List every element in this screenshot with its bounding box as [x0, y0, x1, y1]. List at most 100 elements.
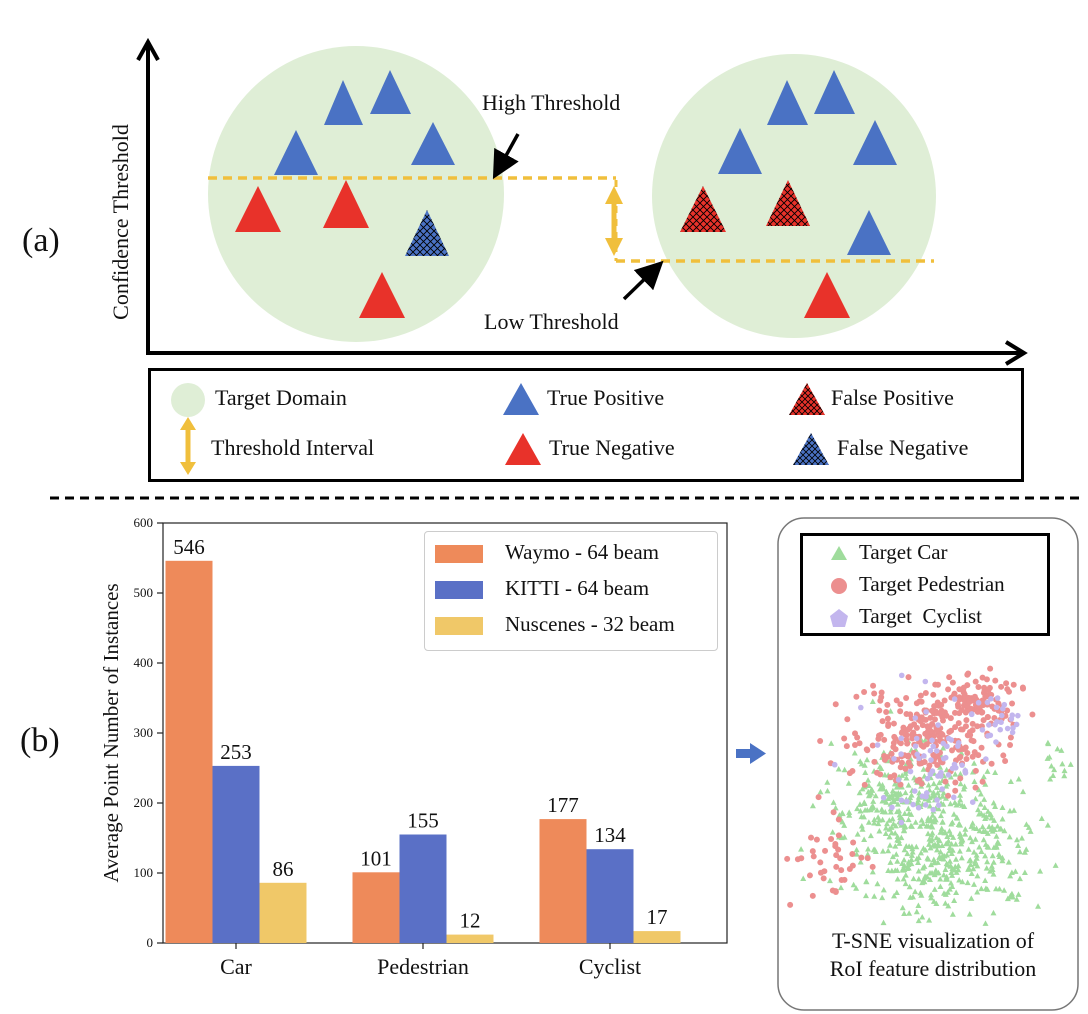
- true-negative-triangle: [235, 186, 281, 232]
- tsne-point-pedestrian: [817, 869, 824, 876]
- tsne-point-car: [931, 886, 938, 892]
- legend-swatch-waymo: [435, 545, 483, 563]
- tsne-point-car: [851, 750, 858, 756]
- tsne-point-car: [1006, 807, 1013, 814]
- tsne-point-pedestrian: [809, 848, 816, 855]
- tsne-point-car: [958, 840, 965, 847]
- tsne-point-car: [965, 846, 972, 852]
- tsne-point-car: [841, 766, 848, 773]
- tsne-point-car: [952, 841, 959, 847]
- tsne-point-car: [912, 819, 919, 825]
- tsne-point-cyclist: [930, 806, 937, 813]
- tsne-point-cyclist: [912, 715, 919, 721]
- tsne-point-car: [882, 825, 889, 831]
- tsne-point-pedestrian: [817, 859, 824, 866]
- bar: [633, 931, 681, 943]
- tsne-point-car: [966, 857, 973, 864]
- tsne-point-cyclist: [1013, 721, 1020, 728]
- tsne-point-car: [913, 843, 920, 850]
- tsne-point-cyclist: [907, 768, 914, 775]
- tsne-point-car: [973, 852, 980, 858]
- tsne-point-car: [993, 833, 1000, 839]
- tsne-point-car: [869, 698, 876, 705]
- tsne-point-cyclist: [898, 797, 905, 804]
- tsne-point-car: [971, 778, 978, 784]
- tsne-point-car: [901, 846, 908, 853]
- tsne-point-car: [886, 842, 893, 848]
- tsne-point-car: [1018, 835, 1025, 841]
- tsne-point-pedestrian: [932, 681, 939, 688]
- target-domain-swatch: [171, 383, 205, 417]
- tsne-point-pedestrian: [905, 759, 912, 766]
- tsne-point-pedestrian: [955, 720, 962, 727]
- tsne-point-car: [977, 801, 984, 807]
- tsne-point-car: [872, 848, 879, 855]
- tsne-point-car: [892, 843, 899, 849]
- tsne-point-car: [861, 762, 868, 768]
- legend-label-kitti: KITTI - 64 beam: [505, 576, 650, 600]
- tsne-point-pedestrian: [963, 756, 970, 763]
- tsne-point-pedestrian: [1010, 681, 1017, 688]
- tsne-point-pedestrian: [852, 741, 859, 748]
- tsne-point-car: [982, 920, 989, 926]
- true-positive-triangle: [767, 80, 808, 125]
- tsne-point-car: [939, 842, 946, 849]
- tsne-point-pedestrian: [838, 877, 845, 884]
- tsne-point-pedestrian: [930, 751, 937, 758]
- tsne-point-pedestrian: [998, 683, 1005, 690]
- tsne-point-pedestrian: [914, 777, 921, 784]
- bar: [446, 934, 494, 943]
- tsne-point-pedestrian: [987, 665, 994, 672]
- tsne-point-car: [944, 833, 951, 839]
- tsne-point-cyclist: [935, 722, 941, 728]
- tsne-point-car: [1061, 767, 1068, 774]
- y-tick-label: 400: [134, 655, 154, 670]
- tsne-point-car: [841, 822, 848, 828]
- true-negative-triangle: [359, 272, 405, 318]
- tsne-point-car: [976, 844, 983, 850]
- tsne-point-cyclist: [916, 755, 922, 762]
- tsne-point-car: [984, 843, 991, 850]
- tsne-point-cyclist: [895, 777, 902, 783]
- tsne-point-car: [915, 902, 922, 908]
- tsne-point-car: [970, 865, 977, 872]
- tsne-point-cyclist: [935, 802, 942, 808]
- tsne-point-car: [960, 786, 967, 792]
- tsne-point-pedestrian: [910, 729, 917, 736]
- tsne-point-car: [942, 866, 949, 873]
- tsne-point-car: [965, 864, 972, 871]
- tsne-point-pedestrian: [838, 867, 845, 874]
- tsne-point-car: [861, 800, 868, 807]
- tsne-point-pedestrian: [948, 747, 955, 754]
- tsne-point-pedestrian: [864, 855, 871, 862]
- tsne-point-cyclist: [898, 735, 905, 742]
- tsne-point-cyclist: [938, 773, 944, 779]
- tsne-point-car: [962, 831, 969, 837]
- tsne-point-car: [1045, 740, 1052, 747]
- tsne-point-pedestrian: [878, 694, 885, 701]
- tsne-point-pedestrian: [884, 754, 891, 761]
- true-positive-triangle: [411, 122, 455, 165]
- tsne-point-car: [926, 794, 933, 801]
- tsne-point-car: [920, 845, 927, 851]
- tsne-point-car: [918, 849, 925, 856]
- tsne-point-car: [862, 892, 869, 899]
- tsne-point-pedestrian: [962, 744, 969, 751]
- tsne-point-car: [879, 816, 886, 823]
- tsne-point-car: [894, 791, 901, 798]
- tsne-point-pedestrian: [957, 726, 964, 733]
- tsne-point-car: [870, 798, 877, 804]
- false-positive-icon: [789, 383, 825, 415]
- tsne-point-car: [951, 897, 958, 903]
- tsne-point-pedestrian: [835, 846, 842, 853]
- tsne-point-car: [1035, 903, 1042, 909]
- tsne-point-car: [889, 815, 896, 822]
- tsne-point-car: [912, 888, 919, 895]
- tsne-point-car: [878, 765, 885, 771]
- y-tick-label: 600: [134, 515, 154, 530]
- tsne-point-car: [956, 820, 963, 827]
- tsne-point-cyclist: [993, 704, 1000, 711]
- tsne-point-car: [966, 911, 973, 917]
- tsne-point-car: [1027, 828, 1034, 834]
- tsne-point-pedestrian: [888, 750, 895, 757]
